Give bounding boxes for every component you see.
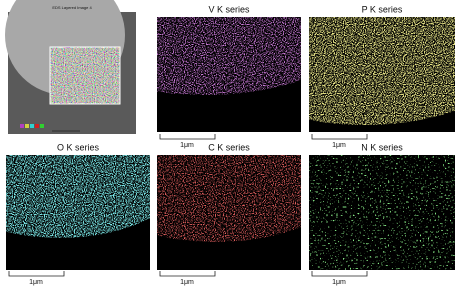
- element-map: [157, 17, 301, 95]
- panel-title: V K series: [208, 4, 250, 14]
- panel-title: C K series: [208, 142, 250, 152]
- legend-swatch: [25, 124, 29, 128]
- selection-box: [49, 46, 121, 105]
- scale-label: 1μm: [332, 279, 346, 286]
- legend-swatch: [35, 124, 39, 128]
- legend-swatch: [20, 124, 24, 128]
- panel-title: EDS Layered Image 4: [52, 5, 92, 10]
- scale-bar: [159, 134, 216, 140]
- scale-label: 1μm: [29, 279, 43, 286]
- panel-title: O K series: [57, 142, 100, 152]
- element-map: [309, 17, 455, 125]
- element-map: [6, 155, 150, 238]
- scale-bar: [159, 271, 216, 277]
- element-map: [157, 155, 301, 242]
- overlay-map: [50, 47, 120, 104]
- legend-swatch: [30, 124, 34, 128]
- element-legend: [20, 124, 44, 128]
- scale-label: 1μm: [180, 142, 194, 149]
- scale-bar: [311, 134, 368, 140]
- scale-bar: [8, 271, 65, 277]
- scale-bar: [311, 271, 368, 277]
- scale-label: 1μm: [332, 142, 346, 149]
- panel-title: N K series: [361, 142, 403, 152]
- element-map: [309, 155, 455, 270]
- panel-title: P K series: [362, 4, 403, 14]
- legend-swatch: [40, 124, 44, 128]
- scale-label: 1μm: [180, 279, 194, 286]
